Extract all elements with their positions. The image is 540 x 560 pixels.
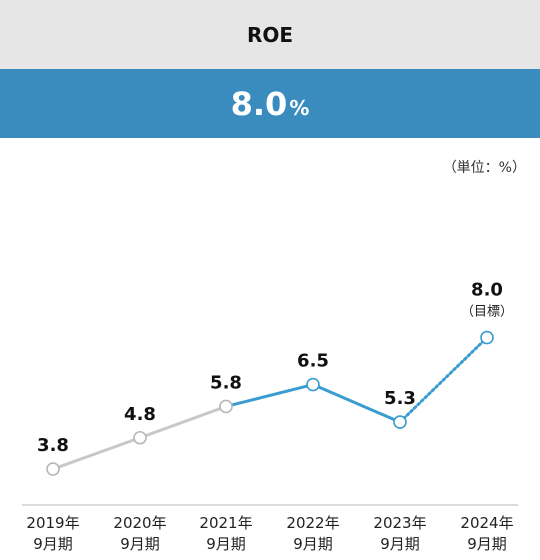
x-tick-label-line: 2021年 [186, 513, 266, 534]
x-tick-label-line: 2022年 [273, 513, 353, 534]
x-tick-label-line: 9月期 [273, 534, 353, 555]
data-label: 5.3 [384, 388, 416, 409]
data-point [134, 432, 146, 444]
series-line-segment [400, 338, 487, 423]
data-point [220, 400, 232, 412]
data-label: 6.5 [297, 351, 329, 372]
x-tick-label: 2020年9月期 [100, 513, 180, 555]
data-point [481, 332, 493, 344]
data-label: 5.8 [210, 372, 242, 393]
x-tick-label: 2019年9月期 [13, 513, 93, 555]
x-tick-label-line: 2020年 [100, 513, 180, 534]
x-tick-label-line: 2023年 [360, 513, 440, 534]
data-label: 4.8 [124, 404, 156, 425]
x-tick-label-line: 9月期 [186, 534, 266, 555]
x-tick-label: 2021年9月期 [186, 513, 266, 555]
data-point [307, 379, 319, 391]
data-point [47, 463, 59, 475]
x-tick-label: 2022年9月期 [273, 513, 353, 555]
data-label: 8.0 [471, 280, 503, 301]
x-tick-label-line: 2024年 [447, 513, 527, 534]
data-label: 3.8 [37, 435, 69, 456]
data-point [394, 416, 406, 428]
x-tick-label: 2024年9月期 [447, 513, 527, 555]
x-tick-label-line: 2019年 [13, 513, 93, 534]
x-tick-label-line: 9月期 [360, 534, 440, 555]
x-tick-label-line: 9月期 [447, 534, 527, 555]
x-tick-label: 2023年9月期 [360, 513, 440, 555]
x-tick-label-line: 9月期 [100, 534, 180, 555]
x-tick-label-line: 9月期 [13, 534, 93, 555]
target-note: （目標） [461, 305, 513, 320]
